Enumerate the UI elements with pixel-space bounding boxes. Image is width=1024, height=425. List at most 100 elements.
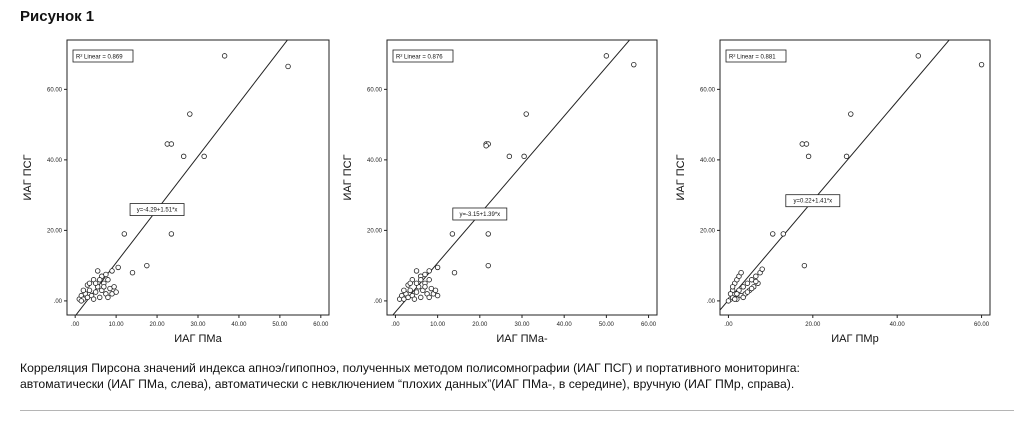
data-point bbox=[780, 231, 786, 237]
x-tick-label: 10.00 bbox=[430, 322, 446, 328]
x-tick-label: 60.00 bbox=[313, 322, 329, 328]
r2-box bbox=[725, 49, 787, 63]
scatter-chart-2: .00 10.00 20.00 30.00 40.00 50.00 60.00 .00 20.0… bbox=[342, 39, 658, 345]
data-point bbox=[401, 287, 407, 294]
data-point bbox=[434, 292, 441, 299]
data-point bbox=[740, 294, 746, 301]
data-point bbox=[407, 280, 413, 286]
data-point bbox=[103, 271, 109, 278]
data-point bbox=[78, 298, 85, 304]
data-point bbox=[86, 280, 93, 286]
data-point bbox=[734, 291, 740, 297]
data-point bbox=[113, 289, 119, 295]
caption-line-2: автоматически (ИАГ ПМа, слева), автомати… bbox=[20, 377, 795, 391]
data-point bbox=[418, 294, 424, 301]
data-point bbox=[121, 231, 128, 237]
data-point bbox=[285, 63, 291, 70]
data-point bbox=[506, 153, 513, 160]
y-tick-label: .00 bbox=[707, 299, 716, 305]
x-tick-label: .00 bbox=[71, 322, 80, 328]
data-point bbox=[915, 53, 921, 59]
data-point bbox=[201, 153, 207, 160]
data-point bbox=[521, 153, 527, 160]
data-point bbox=[432, 287, 439, 294]
r2-box bbox=[392, 49, 454, 63]
data-point bbox=[725, 298, 732, 304]
r2-label: R² Linear = 0.881 bbox=[729, 55, 776, 61]
x-tick-label: 60.00 bbox=[641, 322, 657, 328]
data-point bbox=[426, 268, 432, 274]
data-point bbox=[129, 269, 136, 276]
data-point bbox=[631, 61, 637, 68]
data-point bbox=[92, 289, 99, 295]
y-tick-label: .00 bbox=[374, 299, 383, 305]
y-tick-label: 20.00 bbox=[367, 228, 383, 234]
data-point bbox=[180, 153, 187, 160]
x-tick-label: 60.00 bbox=[974, 322, 990, 328]
data-point bbox=[449, 231, 456, 237]
regression-line bbox=[392, 40, 631, 315]
data-point bbox=[80, 287, 87, 294]
x-tick-label: 40.00 bbox=[231, 322, 247, 328]
r2-label: R² Linear = 0.876 bbox=[396, 55, 443, 61]
data-point bbox=[413, 268, 420, 274]
x-tick-label: 10.00 bbox=[109, 322, 125, 328]
data-point bbox=[485, 262, 491, 269]
data-point bbox=[426, 277, 432, 283]
data-point bbox=[740, 284, 746, 290]
r2-box bbox=[72, 49, 134, 63]
figure-caption: Корреляция Пирсона значений индекса апно… bbox=[20, 360, 1010, 392]
data-point bbox=[86, 287, 93, 294]
data-point bbox=[727, 291, 734, 297]
equation-label: y=-4.29+1.51*x bbox=[137, 208, 178, 214]
data-point bbox=[97, 294, 103, 301]
x-axis-label: ИАГ ПМа bbox=[174, 333, 222, 345]
y-tick-label: 60.00 bbox=[47, 87, 63, 93]
x-tick-label: 50.00 bbox=[599, 322, 615, 328]
data-point bbox=[748, 285, 755, 292]
data-point bbox=[168, 231, 175, 237]
x-tick-label: 20.00 bbox=[150, 322, 166, 328]
figure-title: Рисунок 1 bbox=[20, 8, 95, 25]
x-tick-label: 30.00 bbox=[190, 322, 206, 328]
data-point bbox=[843, 153, 850, 160]
data-point bbox=[221, 53, 228, 59]
data-point bbox=[426, 294, 432, 301]
y-axis-label: ИАГ ПСГ bbox=[342, 154, 354, 200]
data-point bbox=[485, 231, 491, 237]
y-tick-label: 20.00 bbox=[47, 228, 63, 234]
x-tick-label: .00 bbox=[724, 322, 733, 328]
data-point bbox=[411, 296, 418, 302]
y-tick-label: 60.00 bbox=[700, 87, 716, 93]
x-tick-label: 20.00 bbox=[805, 322, 821, 328]
data-point bbox=[753, 273, 759, 279]
scatter-chart-3: .00 20.00 40.00 60.00 .00 20.00 40.00 60.00 ИАГ … bbox=[675, 39, 991, 345]
y-tick-label: 40.00 bbox=[47, 158, 63, 164]
y-tick-label: 40.00 bbox=[700, 158, 716, 164]
data-point bbox=[451, 269, 458, 276]
data-point bbox=[111, 284, 117, 290]
data-point bbox=[770, 231, 776, 237]
data-point bbox=[187, 111, 193, 117]
data-point bbox=[729, 284, 736, 290]
equation-label: y=0.22+1.41*x bbox=[793, 199, 832, 205]
caption-line-1: Корреляция Пирсона значений индекса апно… bbox=[20, 361, 800, 375]
data-point bbox=[483, 143, 489, 149]
y-tick-label: 20.00 bbox=[700, 228, 716, 234]
data-point bbox=[523, 111, 529, 117]
data-point bbox=[434, 264, 441, 271]
data-point bbox=[801, 262, 808, 269]
data-point bbox=[805, 153, 812, 160]
data-point bbox=[109, 268, 115, 274]
data-point bbox=[413, 280, 420, 286]
data-point bbox=[422, 271, 428, 278]
data-point bbox=[90, 296, 97, 302]
x-tick-label: .00 bbox=[391, 322, 400, 328]
y-tick-label: 60.00 bbox=[367, 87, 383, 93]
r2-label: R² Linear = 0.869 bbox=[76, 55, 123, 61]
regression-line bbox=[720, 40, 950, 311]
data-point bbox=[738, 269, 744, 276]
data-point bbox=[144, 262, 150, 269]
y-tick-label: .00 bbox=[54, 299, 63, 305]
data-point bbox=[418, 277, 424, 283]
